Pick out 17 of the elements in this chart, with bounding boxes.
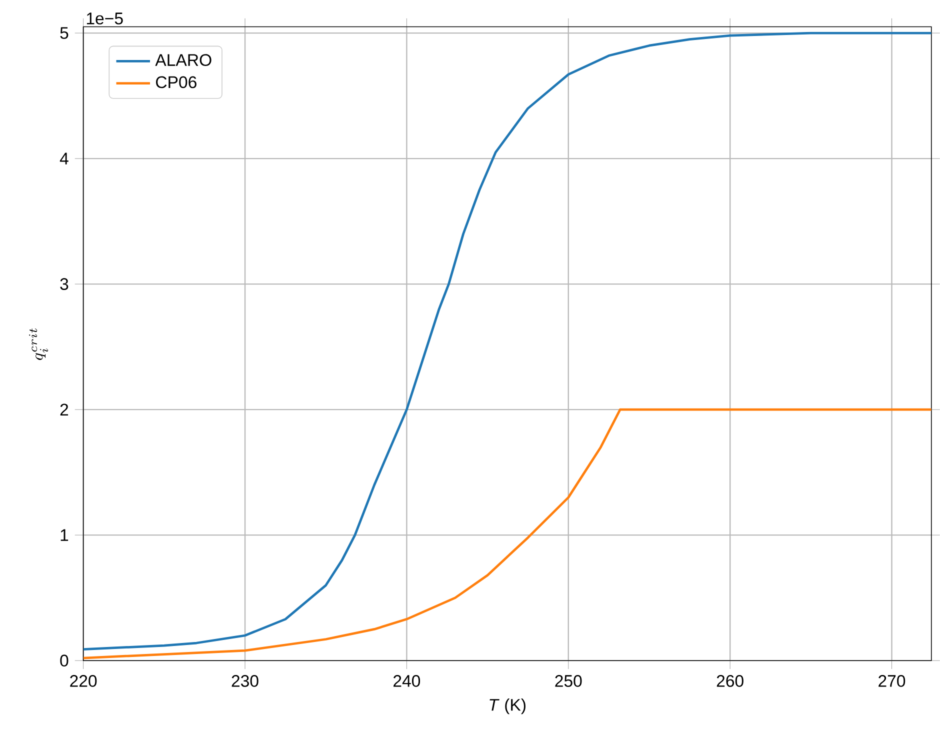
x-tick-label: 220 — [70, 675, 97, 687]
x-tick-label: 260 — [716, 675, 744, 687]
text: 1e−5 — [86, 12, 123, 24]
legend-label: CP06 — [156, 76, 196, 88]
x-tick-label: 230 — [232, 675, 258, 687]
y-tick-label: 3 — [60, 278, 68, 290]
y-tick-label: 2 — [60, 404, 68, 416]
y-tick-label: 5 — [60, 27, 68, 39]
y-tick-label: 1 — [60, 529, 68, 541]
legend-label: ALARO — [155, 54, 212, 66]
x-tick-label: 270 — [878, 675, 906, 687]
x-axis-title: T (K) — [490, 698, 526, 714]
x-tick-label: 240 — [394, 675, 420, 687]
y-tick-label: 4 — [60, 152, 68, 164]
x-tick-label: 250 — [555, 675, 582, 687]
y-axis-title: $q_i^{crit}$ — [29, 328, 48, 360]
y-tick-label: 0 — [60, 654, 68, 667]
